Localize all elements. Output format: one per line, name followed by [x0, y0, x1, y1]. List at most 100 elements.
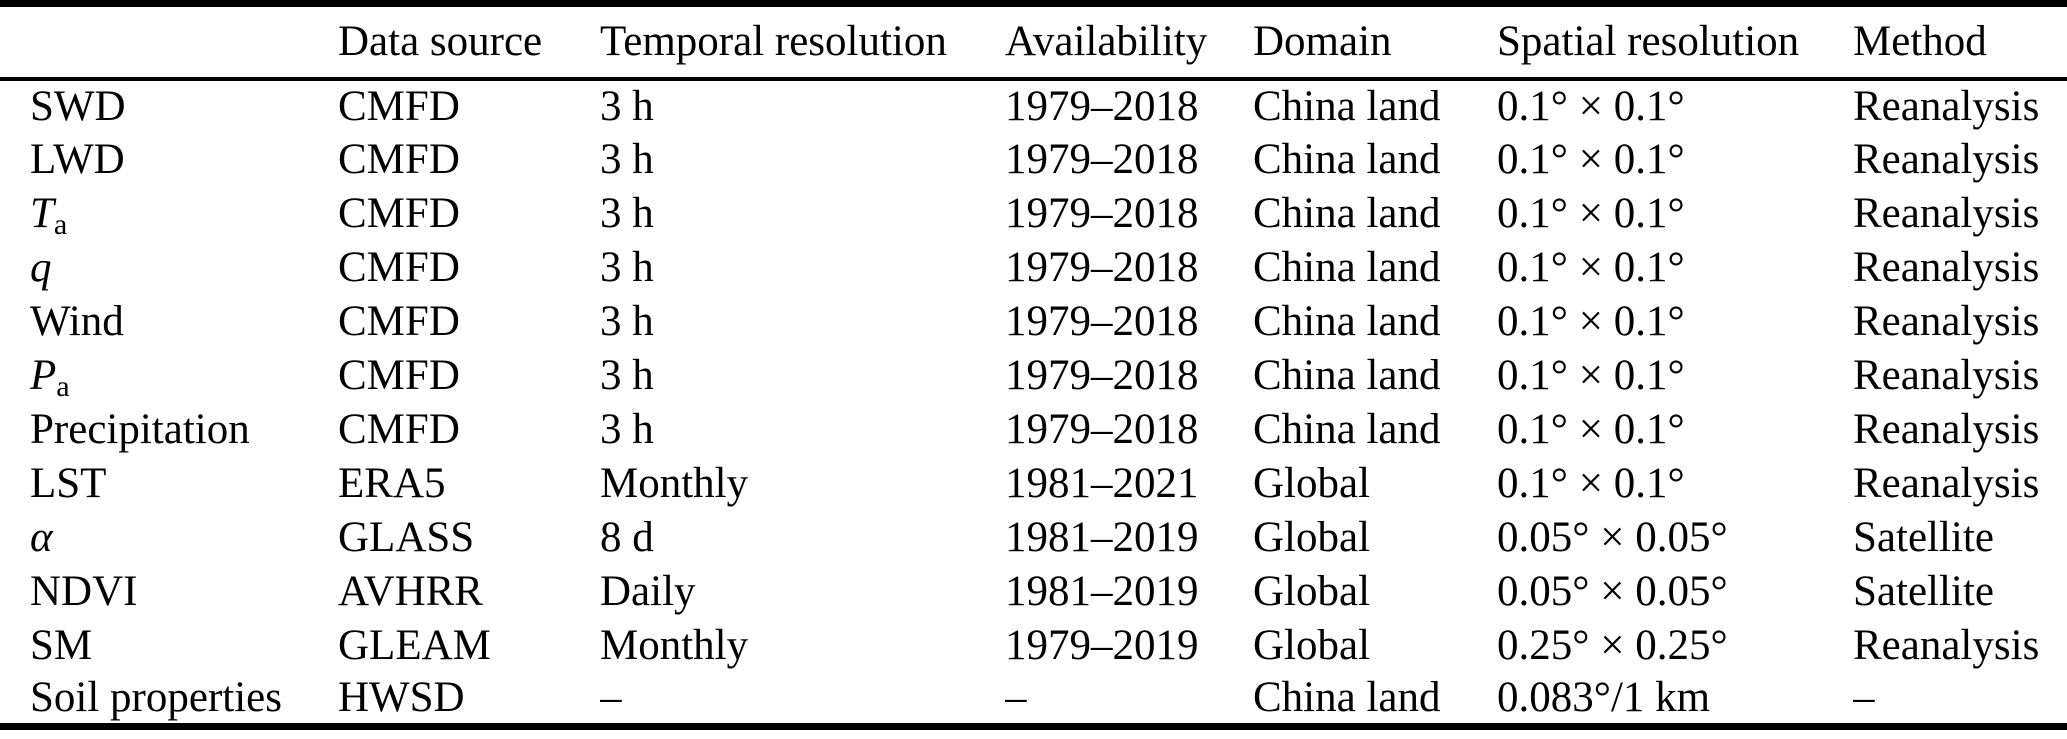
col-header-variable	[0, 3, 338, 81]
cell-data-source: CMFD	[338, 136, 460, 183]
variable-text: q	[30, 244, 52, 291]
table-row: q CMFD 3 h 1979–2018 China land 0.1° × 0.1° Re…	[0, 241, 2067, 295]
cell-variable: Precipitation	[0, 403, 338, 457]
cell-domain: Global	[1253, 568, 1371, 615]
cell-domain: China land	[1253, 136, 1441, 183]
cell-method: Reanalysis	[1853, 406, 2040, 453]
cell-method: Reanalysis	[1853, 622, 2040, 669]
table-row: Wind CMFD 3 h 1979–2018 China land 0.1° × 0.1…	[0, 295, 2067, 349]
cell-spatial-resolution: 0.1° × 0.1°	[1497, 190, 1685, 237]
variable-text: α	[30, 514, 53, 561]
cell-temporal-resolution: Daily	[600, 568, 696, 615]
cell-data-source: AVHRR	[338, 568, 483, 615]
cell-method: Reanalysis	[1853, 298, 2040, 345]
variable-text: LST	[30, 460, 107, 507]
header-row: Data source Temporal resolution Availabi…	[0, 3, 2067, 81]
table-row: Ta CMFD 3 h 1979–2018 China land 0.1° × 0.1° R…	[0, 187, 2067, 241]
cell-data-source: CMFD	[338, 244, 460, 291]
cell-spatial-resolution: 0.1° × 0.1°	[1497, 83, 1685, 130]
cell-variable: SWD	[0, 79, 338, 133]
cell-spatial-resolution: 0.1° × 0.1°	[1497, 406, 1685, 453]
cell-data-source: CMFD	[338, 352, 460, 399]
cell-temporal-resolution: 3 h	[600, 190, 654, 237]
cell-data-source: HWSD	[338, 674, 465, 722]
cell-variable: Ta	[0, 187, 338, 241]
cell-availability: 1979–2019	[1005, 622, 1199, 669]
cell-domain: China land	[1253, 674, 1441, 722]
cell-spatial-resolution: 0.1° × 0.1°	[1497, 352, 1685, 399]
cell-temporal-resolution: Monthly	[600, 460, 749, 507]
cell-method: Reanalysis	[1853, 352, 2040, 399]
cell-spatial-resolution: 0.1° × 0.1°	[1497, 136, 1685, 183]
cell-method: Satellite	[1853, 568, 1994, 615]
variable-text: SWD	[30, 83, 126, 130]
variable-text: T	[30, 190, 54, 237]
cell-temporal-resolution: 3 h	[600, 136, 654, 183]
cell-temporal-resolution: 3 h	[600, 352, 654, 399]
cell-variable: NDVI	[0, 565, 338, 619]
col-header-domain: Domain	[1253, 3, 1497, 81]
cell-temporal-resolution: 3 h	[600, 244, 654, 291]
cell-availability: 1979–2018	[1005, 190, 1199, 237]
cell-spatial-resolution: 0.25° × 0.25°	[1497, 622, 1728, 669]
cell-domain: China land	[1253, 190, 1441, 237]
cell-availability: 1979–2018	[1005, 406, 1199, 453]
cell-variable: Soil properties	[0, 673, 338, 727]
variable-subscript: a	[56, 368, 70, 403]
variable-text: LWD	[30, 136, 125, 183]
cell-availability: 1981–2019	[1005, 514, 1199, 561]
table-row: LST ERA5 Monthly 1981–2021 Global 0.1° × 0.1°…	[0, 457, 2067, 511]
table-row: Precipitation CMFD 3 h 1979–2018 China land 0…	[0, 403, 2067, 457]
cell-spatial-resolution: 0.05° × 0.05°	[1497, 514, 1728, 561]
cell-spatial-resolution: 0.1° × 0.1°	[1497, 298, 1685, 345]
cell-method: Reanalysis	[1853, 244, 2040, 291]
cell-temporal-resolution: 3 h	[600, 406, 654, 453]
cell-temporal-resolution: 3 h	[600, 83, 654, 130]
table-row: SM GLEAM Monthly 1979–2019 Global 0.25° × 0.2…	[0, 619, 2067, 673]
cell-availability: 1981–2021	[1005, 460, 1199, 507]
variable-text: Precipitation	[30, 406, 250, 453]
cell-method: Reanalysis	[1853, 136, 2040, 183]
variable-text: P	[30, 352, 57, 399]
cell-spatial-resolution: 0.1° × 0.1°	[1497, 460, 1685, 507]
cell-variable: Pa	[0, 349, 338, 403]
cell-domain: China land	[1253, 352, 1441, 399]
variable-text: Soil properties	[30, 674, 282, 722]
cell-availability: 1979–2018	[1005, 244, 1199, 291]
cell-data-source: GLASS	[338, 514, 475, 561]
cell-domain: China land	[1253, 298, 1441, 345]
table-row: LWD CMFD 3 h 1979–2018 China land 0.1° × 0.1°…	[0, 133, 2067, 187]
cell-temporal-resolution: –	[600, 674, 622, 722]
col-header-data-source: Data source	[338, 3, 600, 81]
col-header-spatial-resolution: Spatial resolution	[1497, 3, 1853, 81]
cell-spatial-resolution: 0.083°/1 km	[1497, 674, 1711, 722]
cell-availability: 1979–2018	[1005, 352, 1199, 399]
table-row: α GLASS 8 d 1981–2019 Global 0.05° × 0.05° Sat…	[0, 511, 2067, 565]
cell-variable: LWD	[0, 133, 338, 187]
table-row: SWD CMFD 3 h 1979–2018 China land 0.1° × 0.1°…	[0, 79, 2067, 133]
cell-spatial-resolution: 0.1° × 0.1°	[1497, 244, 1685, 291]
cell-domain: China land	[1253, 406, 1441, 453]
variable-text: Wind	[30, 298, 124, 345]
cell-domain: Global	[1253, 622, 1371, 669]
cell-domain: Global	[1253, 514, 1371, 561]
cell-method: Satellite	[1853, 514, 1994, 561]
col-header-availability: Availability	[1005, 3, 1253, 81]
table-row: NDVI AVHRR Daily 1981–2019 Global 0.05° × 0.0…	[0, 565, 2067, 619]
cell-temporal-resolution: 8 d	[600, 514, 654, 561]
cell-data-source: GLEAM	[338, 622, 491, 669]
cell-variable: Wind	[0, 295, 338, 349]
cell-availability: 1979–2018	[1005, 136, 1199, 183]
cell-availability: 1979–2018	[1005, 83, 1199, 130]
variable-text: NDVI	[30, 568, 138, 615]
variable-text: SM	[30, 622, 93, 669]
cell-data-source: ERA5	[338, 460, 446, 507]
cell-temporal-resolution: Monthly	[600, 622, 749, 669]
cell-variable: LST	[0, 457, 338, 511]
table-row: Pa CMFD 3 h 1979–2018 China land 0.1° × 0.1° R…	[0, 349, 2067, 403]
cell-availability: –	[1005, 674, 1027, 722]
cell-data-source: CMFD	[338, 83, 460, 130]
cell-variable: q	[0, 241, 338, 295]
cell-availability: 1979–2018	[1005, 298, 1199, 345]
